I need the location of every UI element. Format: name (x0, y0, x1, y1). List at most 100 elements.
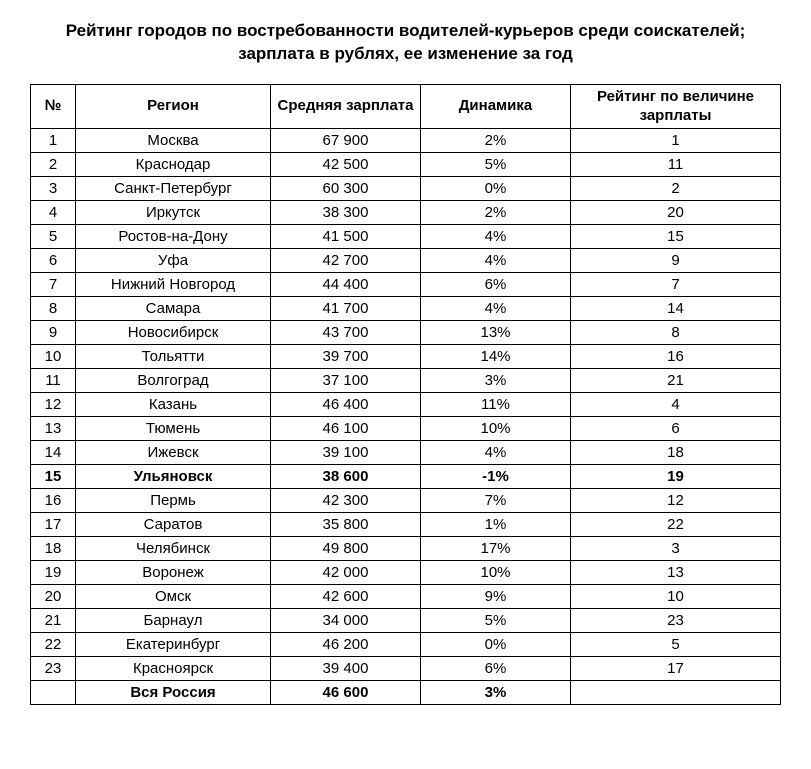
page-title: Рейтинг городов по востребованности води… (30, 20, 781, 66)
table-row: 23Красноярск39 4006%17 (31, 657, 781, 681)
cell-dynamics: 3% (421, 369, 571, 393)
cell-rank: 18 (31, 537, 76, 561)
title-line-1: Рейтинг городов по востребованности води… (66, 21, 746, 40)
table-row: 5Ростов-на-Дону41 5004%15 (31, 225, 781, 249)
cell-salaryrank: 21 (571, 369, 781, 393)
cell-salaryrank: 2 (571, 177, 781, 201)
col-header-salaryrank: Рейтинг по величине зарплаты (571, 84, 781, 129)
table-row: Вся Россия46 6003% (31, 681, 781, 705)
cell-dynamics: 3% (421, 681, 571, 705)
table-row: 12Казань46 40011%4 (31, 393, 781, 417)
cell-rank: 6 (31, 249, 76, 273)
cell-region: Уфа (76, 249, 271, 273)
cell-dynamics: 0% (421, 177, 571, 201)
cell-salaryrank: 5 (571, 633, 781, 657)
cell-salary: 35 800 (271, 513, 421, 537)
cell-rank: 13 (31, 417, 76, 441)
cell-dynamics: 4% (421, 297, 571, 321)
cell-dynamics: 10% (421, 417, 571, 441)
cell-dynamics: 5% (421, 609, 571, 633)
cell-salaryrank: 22 (571, 513, 781, 537)
cell-region: Барнаул (76, 609, 271, 633)
cell-dynamics: 14% (421, 345, 571, 369)
cell-dynamics: 2% (421, 201, 571, 225)
cell-salary: 42 300 (271, 489, 421, 513)
cell-salaryrank: 1 (571, 129, 781, 153)
cell-region: Красноярск (76, 657, 271, 681)
cell-rank: 12 (31, 393, 76, 417)
table-row: 1Москва67 9002%1 (31, 129, 781, 153)
cell-salaryrank: 12 (571, 489, 781, 513)
table-row: 9Новосибирск43 70013%8 (31, 321, 781, 345)
cell-region: Пермь (76, 489, 271, 513)
cell-salary: 38 300 (271, 201, 421, 225)
cell-salary: 41 700 (271, 297, 421, 321)
table-row: 4Иркутск38 3002%20 (31, 201, 781, 225)
cell-salary: 39 700 (271, 345, 421, 369)
cell-dynamics: 4% (421, 249, 571, 273)
cell-region: Нижний Новгород (76, 273, 271, 297)
cell-dynamics: 11% (421, 393, 571, 417)
cell-salary: 67 900 (271, 129, 421, 153)
cell-rank: 15 (31, 465, 76, 489)
table-row: 16Пермь42 3007%12 (31, 489, 781, 513)
cell-dynamics: -1% (421, 465, 571, 489)
cell-salaryrank: 9 (571, 249, 781, 273)
cell-region: Ижевск (76, 441, 271, 465)
cell-salary: 39 400 (271, 657, 421, 681)
cell-dynamics: 9% (421, 585, 571, 609)
cell-salaryrank: 10 (571, 585, 781, 609)
cell-salaryrank: 16 (571, 345, 781, 369)
cell-rank: 23 (31, 657, 76, 681)
cell-salaryrank: 8 (571, 321, 781, 345)
col-header-region: Регион (76, 84, 271, 129)
cell-salary: 42 700 (271, 249, 421, 273)
cell-salary: 46 600 (271, 681, 421, 705)
cell-rank (31, 681, 76, 705)
table-row: 6Уфа42 7004%9 (31, 249, 781, 273)
cell-dynamics: 6% (421, 273, 571, 297)
cell-salary: 42 600 (271, 585, 421, 609)
cell-dynamics: 13% (421, 321, 571, 345)
cell-salaryrank: 18 (571, 441, 781, 465)
cell-salary: 46 400 (271, 393, 421, 417)
cell-salary: 39 100 (271, 441, 421, 465)
cell-region: Самара (76, 297, 271, 321)
cell-salaryrank: 15 (571, 225, 781, 249)
cell-salary: 37 100 (271, 369, 421, 393)
cell-salary: 46 200 (271, 633, 421, 657)
cell-dynamics: 4% (421, 225, 571, 249)
table-row: 11Волгоград37 1003%21 (31, 369, 781, 393)
cell-salaryrank: 4 (571, 393, 781, 417)
cell-salary: 38 600 (271, 465, 421, 489)
cell-salary: 44 400 (271, 273, 421, 297)
cell-salaryrank: 23 (571, 609, 781, 633)
cell-dynamics: 4% (421, 441, 571, 465)
cell-salaryrank: 6 (571, 417, 781, 441)
cell-region: Санкт-Петербург (76, 177, 271, 201)
cell-rank: 22 (31, 633, 76, 657)
cell-rank: 17 (31, 513, 76, 537)
cell-salaryrank: 19 (571, 465, 781, 489)
cell-dynamics: 10% (421, 561, 571, 585)
table-header-row: № Регион Средняя зарплата Динамика Рейти… (31, 84, 781, 129)
cell-rank: 3 (31, 177, 76, 201)
table-row: 22Екатеринбург46 2000%5 (31, 633, 781, 657)
cell-rank: 7 (31, 273, 76, 297)
table-row: 3Санкт-Петербург60 3000%2 (31, 177, 781, 201)
cell-region: Краснодар (76, 153, 271, 177)
col-header-rank: № (31, 84, 76, 129)
cell-region: Казань (76, 393, 271, 417)
cell-salaryrank: 13 (571, 561, 781, 585)
cell-salaryrank: 7 (571, 273, 781, 297)
col-header-salary: Средняя зарплата (271, 84, 421, 129)
cell-rank: 16 (31, 489, 76, 513)
table-row: 8Самара41 7004%14 (31, 297, 781, 321)
cell-salary: 60 300 (271, 177, 421, 201)
col-header-dynamics: Динамика (421, 84, 571, 129)
cell-rank: 1 (31, 129, 76, 153)
cell-salary: 46 100 (271, 417, 421, 441)
cell-region: Саратов (76, 513, 271, 537)
cell-region: Ульяновск (76, 465, 271, 489)
table-row: 10Тольятти39 70014%16 (31, 345, 781, 369)
